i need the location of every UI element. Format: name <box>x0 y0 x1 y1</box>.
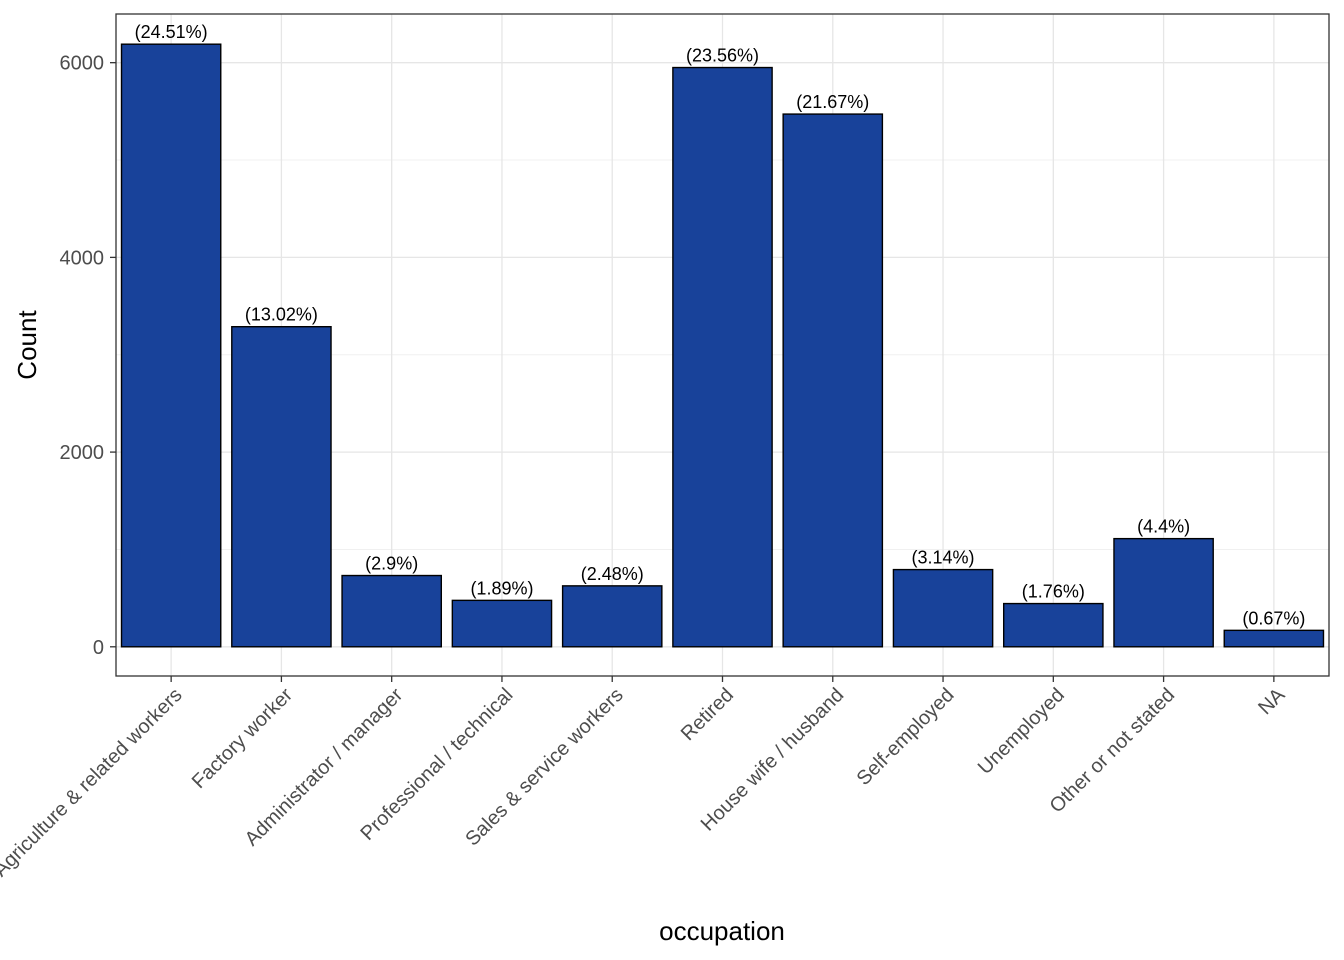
bar-data-label: (21.67%) <box>796 92 869 112</box>
y-tick-label: 2000 <box>60 442 105 464</box>
bar <box>892 568 994 648</box>
bar <box>120 43 222 648</box>
y-tick-label: 0 <box>93 637 104 659</box>
bar <box>1002 602 1104 648</box>
bar <box>1113 537 1214 648</box>
bar-data-label: (2.9%) <box>365 554 418 574</box>
x-axis-title: occupation <box>659 916 785 946</box>
x-axis: Agriculture & related workers Factory wor… <box>0 676 1290 881</box>
bar <box>451 599 553 648</box>
y-tick-label: 6000 <box>60 53 105 75</box>
y-tick-label: 4000 <box>60 247 105 269</box>
x-tick-label: Factory worker <box>188 684 297 793</box>
bar-data-label: (13.02%) <box>245 305 318 325</box>
x-tick-label: Agriculture & related workers <box>0 684 187 881</box>
bar-data-label: (4.4%) <box>1137 517 1190 537</box>
x-tick-label: Other or not stated <box>1046 684 1179 817</box>
bar-data-label: (23.56%) <box>686 46 759 66</box>
bar <box>782 113 884 648</box>
bar <box>341 574 443 648</box>
bar <box>1223 629 1325 648</box>
y-axis: 0 2000 4000 6000 <box>60 53 116 659</box>
bar <box>672 66 773 648</box>
bars <box>120 43 1325 648</box>
x-tick-label: Retired <box>677 684 738 745</box>
bar-data-labels: (24.51%) (13.02%) (2.9%) (1.89%) (2.48%) (23.… <box>135 22 1306 628</box>
x-tick-label: Self-employed <box>853 684 959 790</box>
bar-data-label: (3.14%) <box>912 548 975 568</box>
x-tick-label: NA <box>1254 684 1290 720</box>
bar-data-label: (24.51%) <box>135 22 208 42</box>
bar-data-label: (0.67%) <box>1242 608 1305 628</box>
bar-data-label: (2.48%) <box>581 564 644 584</box>
bar <box>561 585 663 648</box>
bar-data-label: (1.89%) <box>470 578 533 598</box>
x-tick-label: Unemployed <box>974 684 1069 779</box>
y-axis-title: Count <box>12 310 42 380</box>
bar-data-label: (1.76%) <box>1022 582 1085 602</box>
bar <box>231 325 332 648</box>
